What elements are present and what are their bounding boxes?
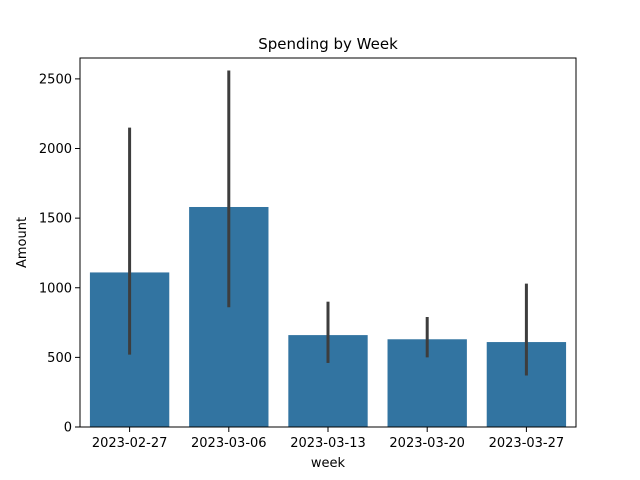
y-tick-label: 0 <box>64 421 72 436</box>
y-tick-label: 1000 <box>39 281 72 296</box>
y-tick-label: 2500 <box>39 72 72 87</box>
x-tick-label: 2023-03-27 <box>489 436 565 451</box>
y-axis-label: Amount <box>15 217 30 268</box>
x-tick-label: 2023-02-27 <box>92 436 168 451</box>
x-axis-label: week <box>311 456 346 471</box>
y-tick-label: 1500 <box>39 212 72 227</box>
y-tick-label: 500 <box>47 351 72 366</box>
y-tick-label: 2000 <box>39 142 72 157</box>
x-tick-label: 2023-03-13 <box>290 436 366 451</box>
chart-title: Spending by Week <box>258 35 398 53</box>
x-tick-label: 2023-03-20 <box>389 436 465 451</box>
x-tick-label: 2023-03-06 <box>191 436 267 451</box>
